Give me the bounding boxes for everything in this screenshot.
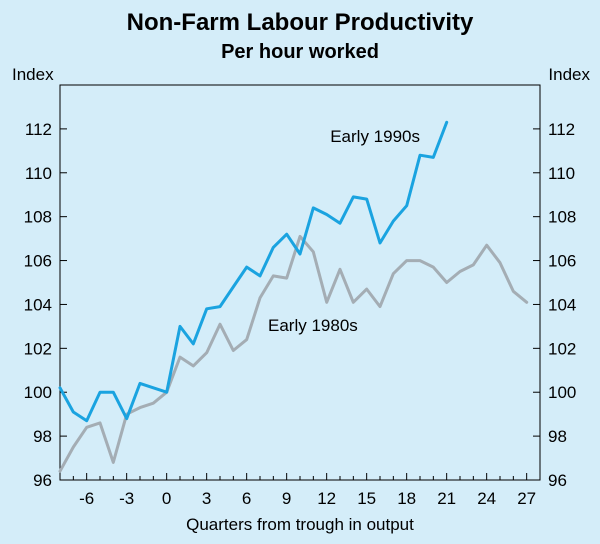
x-tick-label: 3 bbox=[202, 489, 211, 508]
y-ticks-left: 96 98 100 102 104 106 108 110 112 bbox=[24, 120, 67, 490]
y-ticks-right: 96 98 100 102 104 106 108 110 112 bbox=[533, 120, 576, 490]
y-tick-label-left: 98 bbox=[33, 427, 52, 446]
x-tick-label: 18 bbox=[397, 489, 416, 508]
y-tick-label-left: 104 bbox=[24, 295, 52, 314]
y-tick-label-left: 108 bbox=[24, 208, 52, 227]
x-tick-label: 9 bbox=[282, 489, 291, 508]
y-tick-label-left: 110 bbox=[25, 164, 52, 183]
y-axis-unit-left: Index bbox=[12, 65, 54, 84]
y-tick-label-right: 106 bbox=[548, 252, 576, 271]
series-line-early-1980s bbox=[58, 234, 529, 473]
plot-frame bbox=[59, 84, 541, 481]
series-lines bbox=[58, 120, 529, 473]
y-tick-label-left: 102 bbox=[24, 339, 52, 358]
y-tick-label-left: 112 bbox=[25, 120, 52, 139]
x-tick-label: 15 bbox=[357, 489, 376, 508]
x-tick-label: -6 bbox=[79, 489, 94, 508]
series-line-early-1990s bbox=[58, 120, 449, 423]
x-tick-label: 27 bbox=[517, 489, 536, 508]
x-tick-label: 12 bbox=[317, 489, 336, 508]
x-tick-label: 0 bbox=[162, 489, 171, 508]
y-tick-label-right: 104 bbox=[548, 295, 576, 314]
y-tick-label-left: 96 bbox=[33, 471, 52, 490]
label-early-1980s: Early 1980s bbox=[268, 316, 358, 335]
y-tick-label-right: 110 bbox=[548, 164, 575, 183]
y-tick-label-left: 106 bbox=[24, 252, 52, 271]
y-tick-label-right: 100 bbox=[548, 383, 576, 402]
chart-subtitle: Per hour worked bbox=[221, 41, 379, 63]
y-tick-label-right: 112 bbox=[548, 120, 575, 139]
y-axis-unit-right: Index bbox=[548, 65, 590, 84]
x-axis-label: Quarters from trough in output bbox=[186, 515, 414, 534]
y-tick-label-right: 108 bbox=[548, 208, 576, 227]
y-tick-label-right: 96 bbox=[548, 471, 567, 490]
x-tick-label: 21 bbox=[437, 489, 456, 508]
x-tick-label: -3 bbox=[119, 489, 134, 508]
label-early-1990s: Early 1990s bbox=[330, 127, 420, 146]
y-tick-label-right: 98 bbox=[548, 427, 567, 446]
y-tick-label-left: 100 bbox=[24, 383, 52, 402]
x-ticks: -6 -3 0 3 6 9 12 15 18 21 24 27 bbox=[72, 473, 536, 508]
y-tick-label-right: 102 bbox=[548, 339, 576, 358]
chart-title: Non-Farm Labour Productivity bbox=[127, 9, 474, 36]
x-tick-label: 24 bbox=[477, 489, 496, 508]
x-tick-label: 6 bbox=[242, 489, 251, 508]
